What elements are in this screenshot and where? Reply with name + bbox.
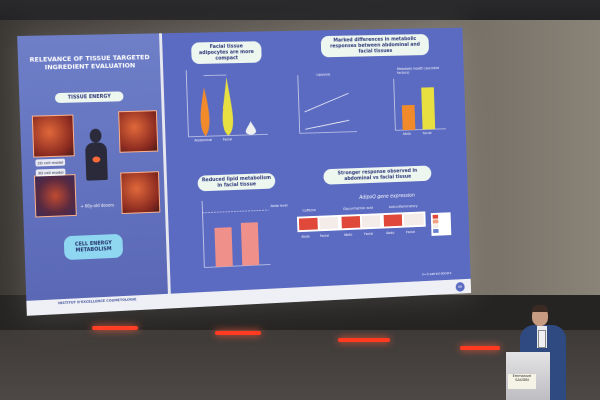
podium-name-label: Emmanuel SAUDIN [508,374,536,389]
adipoq-title: AdipoQ gene expression [359,192,415,201]
violin-plot-svg [182,66,270,146]
heatmap-row-abdo-3: Abdo [385,230,395,236]
heatmap: Caffeine Glycyrrhetinic acid Anti-inflam… [293,202,459,257]
violin-plot: Abdominal Facial [182,66,270,146]
heat-cell-1 [298,217,318,231]
x-label-facial: Facial [222,137,233,142]
heat-cell-5 [383,214,403,227]
bar-label-abdo: Abdo [402,131,411,136]
slide-left-panel: RELEVANCE OF TISSUE TARGETED INGREDIENT … [17,33,168,301]
marked-differences-pill: Marked differences in metabolic response… [320,34,430,58]
donors-note: + 60y-old donors [80,202,115,209]
heatmap-row-facial-1: Facial [319,233,330,238]
heat-cell-6 [403,213,424,226]
paired-donors-note: n=3 paired donors [421,271,452,277]
heatmap-row-abdo-1: Abdo [301,234,310,239]
slide-title: RELEVANCE OF TISSUE TARGETED INGREDIENT … [29,53,150,72]
label-2d-model: 2D cell model [35,158,66,167]
metabolic-health-label: Metabolic health (secreted factors) [396,66,440,75]
led-strip-3 [338,338,390,342]
lipolysis-chart: Lipolysis [294,72,361,141]
tissue-image-top-left [31,114,75,158]
lipolysis-label: Lipolysis [316,72,331,77]
reduced-lipid-pill: Reduced lipid metabolism in facial tissu… [197,172,276,192]
stage-floor [0,330,600,400]
metabolic-health-svg [384,66,450,142]
projected-slide: RELEVANCE OF TISSUE TARGETED INGREDIENT … [17,27,472,316]
presenter-lanyard [538,330,546,348]
heatmap-col-glycyrrhetinic: Glycyrrhetinic acid [342,205,374,211]
tissue-image-bottom-right [120,171,161,215]
x-label-abdominal: Abdominal [194,138,213,143]
heatmap-col-anti: Anti-inflammatory [388,204,418,210]
heatmap-row-facial-2: Facial [364,231,374,237]
label-3d-model: 3D cell model [35,168,66,177]
lipolysis-chart-svg [294,72,361,141]
metabolic-health-chart: Metabolic health (secreted factors) Abdo… [384,66,450,142]
bar-lipid-2 [240,222,260,266]
facial-compact-pill: Facial tissue adipocytes are more compac… [191,41,262,65]
heat-cell-3 [341,216,361,229]
reduced-lipid-svg [193,195,299,277]
reduced-lipid-chart: Abdo level [193,195,299,277]
heat-cell-2 [319,216,339,230]
heatmap-row-abdo-2: Abdo [343,232,353,237]
led-strip-1 [92,326,138,330]
slide-right-panel: Facial tissue adipocytes are more compac… [161,27,471,294]
bar-abdo-orange [401,104,416,131]
heatmap-col-caffeine: Caffeine [302,208,316,213]
tissue-image-bottom-left [33,174,77,218]
heatmap-legend [430,212,452,236]
heatmap-row-facial-3: Facial [405,229,416,235]
heat-cell-4 [361,215,381,228]
tissue-energy-pill: TISSUE ENERGY [54,91,124,104]
bar-facial-yellow [421,87,436,130]
stronger-response-pill: Stronger response observed in abdominal … [323,165,432,185]
bar-label-facial: Facial [422,131,432,136]
person-silhouette [85,128,109,188]
tissue-image-top-right [118,110,159,153]
cell-energy-pill: CELL ENERGY METABOLISM [63,233,124,261]
bar-lipid-1 [214,227,233,267]
led-strip-2 [215,331,261,335]
presenter-hair [532,305,548,312]
led-strip-4 [460,346,500,350]
